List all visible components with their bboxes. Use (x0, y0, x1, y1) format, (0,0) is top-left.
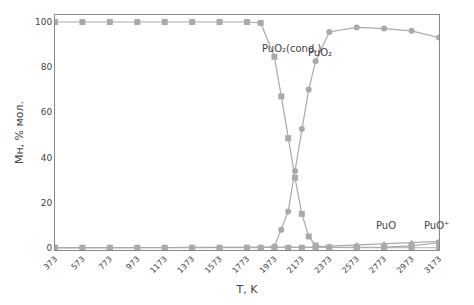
svg-text:2173: 2173 (285, 254, 306, 275)
svg-text:3173: 3173 (422, 254, 443, 275)
svg-text:373: 373 (42, 254, 59, 271)
svg-text:1773: 1773 (230, 254, 251, 275)
svg-text:1373: 1373 (176, 254, 197, 275)
svg-text:40: 40 (41, 153, 53, 163)
svg-text:2373: 2373 (313, 254, 334, 275)
svg-text:PuO₂: PuO₂ (308, 47, 332, 58)
svg-text:60: 60 (41, 107, 53, 117)
svg-text:2573: 2573 (340, 254, 361, 275)
svg-text:773: 773 (97, 254, 114, 271)
svg-text:1173: 1173 (148, 254, 169, 275)
svg-text:80: 80 (41, 62, 53, 72)
svg-text:100: 100 (35, 17, 52, 27)
svg-text:Mн, % мол.: Mн, % мол. (13, 101, 26, 164)
svg-text:T, K: T, K (236, 283, 259, 296)
svg-text:2973: 2973 (395, 254, 416, 275)
svg-text:PuO₂(cond.): PuO₂(cond.) (262, 43, 321, 54)
svg-text:PuO⁺: PuO⁺ (424, 220, 449, 231)
svg-text:1573: 1573 (203, 254, 224, 275)
svg-text:973: 973 (124, 254, 141, 271)
svg-text:PuO: PuO (376, 220, 396, 231)
svg-text:1973: 1973 (258, 254, 279, 275)
svg-text:0: 0 (46, 243, 52, 253)
svg-text:573: 573 (70, 254, 87, 271)
svg-text:2773: 2773 (368, 254, 389, 275)
svg-text:20: 20 (41, 198, 53, 208)
